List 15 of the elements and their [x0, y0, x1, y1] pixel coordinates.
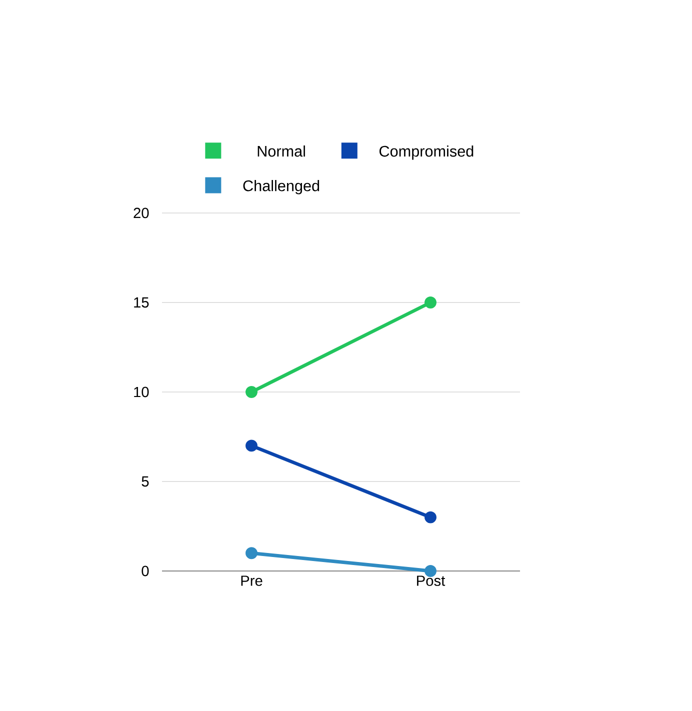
y-tick-label: 20 — [134, 208, 149, 218]
x-tick-label: Post — [417, 576, 446, 586]
point — [246, 547, 258, 560]
y-tick-label: 10 — [134, 386, 149, 398]
legend-label: Compromised — [380, 145, 474, 160]
point — [424, 296, 436, 308]
y-tick-label: 0 — [142, 566, 149, 576]
legend-label: Normal — [258, 145, 305, 157]
y-tick-label: 5 — [142, 476, 149, 487]
point — [246, 440, 258, 452]
point — [424, 511, 436, 524]
x-tick-label: Pre — [241, 576, 262, 586]
y-tick-label: 15 — [134, 297, 149, 308]
point — [246, 386, 258, 398]
legend-label: Challenged — [243, 180, 320, 194]
